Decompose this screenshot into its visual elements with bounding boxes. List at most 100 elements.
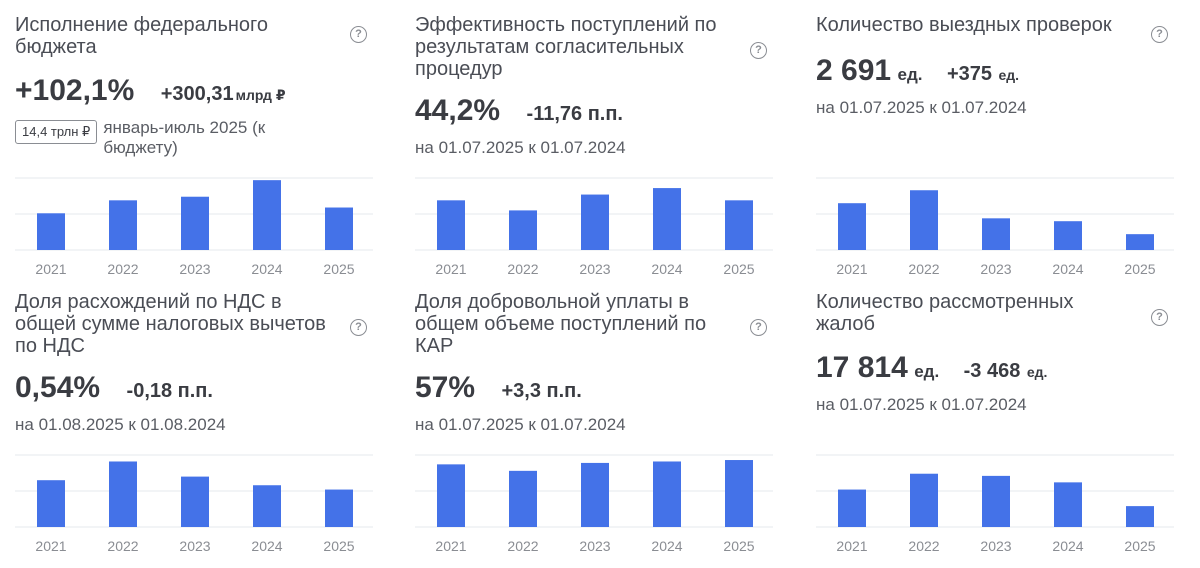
card-title: Количество рассмотренных жалоб — [816, 291, 1074, 335]
x-tick-label: 2024 — [651, 538, 682, 554]
bar-2025[interactable] — [325, 489, 353, 527]
subtitle: январь-июль 2025 (к бюджету) — [103, 118, 266, 157]
x-tick-label: 2023 — [179, 261, 210, 277]
main-value: 2 691 — [816, 54, 892, 87]
value-row: 57% +3,3 п.п. — [415, 371, 584, 405]
bar-2024[interactable] — [1054, 221, 1082, 250]
bar-2024[interactable] — [653, 461, 681, 527]
x-tick-label: 2024 — [1052, 261, 1083, 277]
delta-value: -0,18 п.п. — [126, 380, 213, 402]
help-icon[interactable]: ? — [1151, 26, 1168, 43]
x-tick-label: 2023 — [579, 261, 610, 277]
bar-2021[interactable] — [37, 480, 65, 527]
x-tick-label: 2021 — [435, 538, 466, 554]
x-tick-label: 2023 — [179, 538, 210, 554]
x-tick-label: 2024 — [251, 261, 282, 277]
bar-chart: 2021 2022 2023 2024 2025 — [816, 454, 1174, 554]
help-icon[interactable]: ? — [750, 319, 767, 336]
x-tick-label: 2022 — [507, 538, 538, 554]
bar-2023[interactable] — [581, 462, 609, 527]
bar-2021[interactable] — [37, 213, 65, 250]
bar-2025[interactable] — [325, 207, 353, 250]
x-tick-label: 2021 — [836, 261, 867, 277]
bar-2022[interactable] — [109, 200, 137, 250]
bar-2023[interactable] — [181, 196, 209, 250]
x-tick-label: 2022 — [908, 261, 939, 277]
card-complaints: Количество рассмотренных жалоб ? 17 814 … — [816, 287, 1178, 567]
bar-2023[interactable] — [581, 194, 609, 250]
bar-2024[interactable] — [1054, 482, 1082, 527]
x-tick-label: 2025 — [723, 261, 754, 277]
x-tick-label: 2021 — [435, 261, 466, 277]
bar-2021[interactable] — [838, 489, 866, 527]
x-tick-label: 2023 — [980, 261, 1011, 277]
main-unit: ед. — [897, 65, 923, 84]
subtitle: на 01.07.2025 к 01.07.2024 — [415, 138, 626, 157]
main-value: 57% — [415, 371, 476, 404]
bar-2022[interactable] — [509, 470, 537, 527]
bar-2021[interactable] — [838, 203, 866, 250]
subtitle: на 01.07.2025 к 01.07.2024 — [816, 395, 1027, 414]
card-federal-budget: Исполнение федерального бюджета ? +102,1… — [15, 10, 377, 290]
bar-chart: 2021 2022 2023 2024 2025 — [15, 177, 373, 277]
card-title: Исполнение федерального бюджета — [15, 14, 269, 58]
delta-value: -3 468 — [963, 360, 1021, 382]
bar-2024[interactable] — [253, 180, 281, 250]
x-tick-label: 2025 — [1124, 538, 1155, 554]
x-tick-label: 2024 — [651, 261, 682, 277]
x-tick-label: 2021 — [35, 261, 66, 277]
x-tick-label: 2025 — [1124, 261, 1155, 277]
bar-chart: 2021 2022 2023 2024 2025 — [816, 177, 1174, 277]
bar-chart: 2021 2022 2023 2024 2025 — [15, 454, 373, 554]
help-icon[interactable]: ? — [350, 26, 367, 43]
card-settlement-efficiency: Эффективность поступлений по результатам… — [415, 10, 777, 290]
delta-value: +3,3 п.п. — [501, 380, 582, 402]
bar-2023[interactable] — [982, 218, 1010, 250]
card-voluntary-payment: Доля добровольной уплаты в общем объеме … — [415, 287, 777, 567]
bar-2025[interactable] — [725, 460, 753, 527]
x-tick-label: 2025 — [323, 261, 354, 277]
bar-2021[interactable] — [437, 200, 465, 250]
subtitle: на 01.07.2025 к 01.07.2024 — [415, 415, 626, 434]
bar-chart: 2021 2022 2023 2024 2025 — [415, 454, 773, 554]
x-tick-label: 2021 — [35, 538, 66, 554]
x-tick-label: 2022 — [107, 538, 138, 554]
delta-unit: млрд ₽ — [235, 87, 286, 103]
delta-value: +375 — [946, 63, 993, 85]
help-icon[interactable]: ? — [350, 319, 367, 336]
x-tick-label: 2023 — [980, 538, 1011, 554]
x-tick-label: 2022 — [107, 261, 138, 277]
main-value: +102,1% — [15, 74, 135, 107]
bar-2024[interactable] — [253, 485, 281, 527]
bar-2022[interactable] — [910, 190, 938, 250]
card-title: Эффективность поступлений по результатам… — [415, 14, 717, 80]
help-icon[interactable]: ? — [1151, 309, 1168, 326]
subtitle: на 01.08.2025 к 01.08.2024 — [15, 415, 226, 434]
bar-2025[interactable] — [1126, 506, 1154, 527]
bar-2025[interactable] — [725, 200, 753, 250]
bar-2021[interactable] — [437, 464, 465, 527]
card-vat-discrepancy: Доля расхождений по НДС в общей сумме на… — [15, 287, 377, 567]
x-tick-label: 2022 — [908, 538, 939, 554]
subtitle-row: 14,4 трлн ₽ январь-июль 2025 (к бюджету) — [15, 118, 323, 158]
value-row: 0,54% -0,18 п.п. — [15, 371, 215, 405]
bar-2023[interactable] — [982, 475, 1010, 527]
help-icon[interactable]: ? — [750, 42, 767, 59]
bar-2022[interactable] — [109, 461, 137, 527]
bar-2022[interactable] — [910, 473, 938, 527]
x-tick-label: 2024 — [251, 538, 282, 554]
delta-unit: ед. — [998, 67, 1020, 83]
bar-2025[interactable] — [1126, 234, 1154, 250]
x-tick-label: 2023 — [579, 538, 610, 554]
value-row: 2 691 ед. +375 ед. — [816, 54, 1019, 88]
main-value: 44,2% — [415, 94, 501, 127]
bar-2024[interactable] — [653, 188, 681, 250]
x-tick-label: 2025 — [323, 538, 354, 554]
bar-2022[interactable] — [509, 210, 537, 250]
bar-2023[interactable] — [181, 476, 209, 527]
bar-chart: 2021 2022 2023 2024 2025 — [415, 177, 773, 277]
value-row: +102,1% +300,31 млрд ₽ — [15, 74, 286, 108]
card-field-audits: Количество выездных проверок ? 2 691 ед.… — [816, 10, 1178, 290]
main-unit: ед. — [914, 362, 940, 381]
